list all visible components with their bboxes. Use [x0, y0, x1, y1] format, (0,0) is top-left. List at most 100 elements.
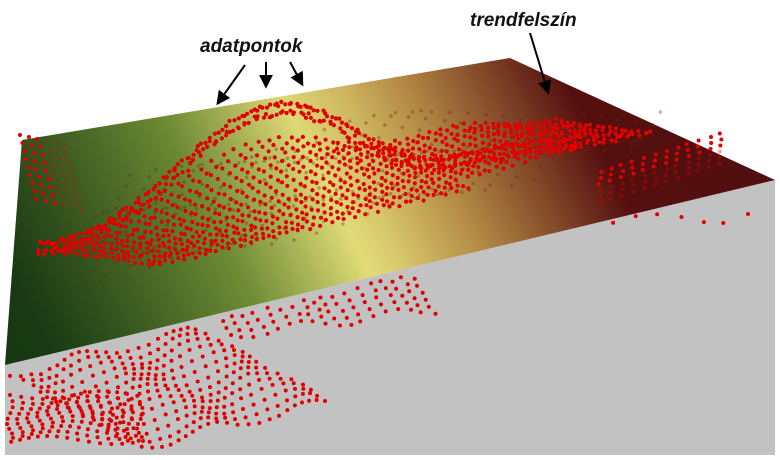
data-point	[154, 201, 158, 205]
data-point	[32, 189, 37, 193]
data-point	[50, 193, 55, 197]
data-point	[203, 331, 208, 336]
data-point	[397, 141, 402, 146]
data-point	[244, 221, 249, 225]
data-point	[172, 236, 177, 241]
data-point	[276, 104, 281, 109]
data-point	[341, 222, 345, 226]
data-point	[598, 188, 603, 192]
data-point	[185, 239, 190, 244]
data-point	[38, 430, 43, 435]
data-point	[56, 187, 61, 191]
data-point	[380, 141, 385, 146]
data-point	[80, 247, 85, 252]
data-point	[197, 192, 202, 197]
data-point	[89, 235, 94, 240]
data-point	[149, 238, 154, 243]
data-point	[199, 409, 204, 414]
data-point	[54, 373, 59, 378]
data-point	[423, 180, 429, 185]
data-point	[53, 390, 57, 395]
data-point	[290, 226, 295, 231]
data-point	[189, 359, 194, 364]
data-point	[497, 152, 502, 157]
data-point	[244, 175, 249, 179]
data-point	[146, 189, 151, 194]
data-point	[229, 333, 234, 337]
data-point	[315, 157, 320, 161]
data-point	[286, 205, 291, 210]
data-point	[317, 186, 321, 190]
data-point	[240, 354, 245, 359]
data-point	[249, 392, 253, 397]
data-point	[136, 195, 141, 201]
data-point	[184, 424, 189, 429]
data-point	[219, 161, 223, 166]
data-point	[177, 333, 182, 338]
data-point	[206, 415, 211, 420]
data-point	[232, 348, 236, 352]
data-point	[213, 238, 218, 243]
data-point	[364, 121, 368, 125]
data-point	[371, 145, 377, 151]
data-point	[49, 155, 54, 159]
data-point	[426, 304, 431, 309]
data-point	[323, 155, 328, 160]
data-point	[55, 407, 60, 411]
data-point	[177, 216, 182, 222]
data-point	[141, 187, 146, 191]
data-point	[86, 253, 91, 258]
data-point	[179, 231, 184, 236]
data-point	[588, 122, 593, 127]
data-point	[302, 184, 307, 189]
data-point	[315, 108, 320, 113]
data-point	[211, 350, 216, 355]
data-point	[200, 395, 204, 400]
data-point	[542, 147, 548, 152]
data-point	[180, 170, 185, 175]
data-point	[458, 152, 464, 157]
data-point	[20, 430, 25, 435]
data-point	[55, 179, 60, 183]
data-point	[224, 133, 229, 138]
data-point	[104, 232, 110, 237]
data-point	[222, 152, 227, 157]
data-point	[364, 143, 369, 149]
data-point	[192, 404, 197, 409]
data-point	[156, 347, 161, 352]
data-point	[93, 384, 98, 389]
data-point	[342, 156, 347, 161]
data-point	[39, 385, 44, 390]
data-point	[372, 171, 377, 176]
data-point	[373, 288, 378, 293]
data-point	[293, 386, 297, 391]
data-point	[686, 154, 691, 158]
data-point	[293, 194, 297, 198]
data-point	[269, 195, 274, 200]
data-point	[108, 216, 113, 221]
data-point	[362, 172, 367, 177]
data-point	[245, 205, 251, 210]
data-point	[687, 166, 692, 170]
data-point	[337, 323, 342, 328]
data-point	[606, 132, 611, 137]
data-point	[655, 212, 660, 217]
data-point	[218, 219, 223, 224]
data-point	[291, 177, 296, 182]
data-point	[80, 380, 85, 384]
data-point	[239, 396, 244, 401]
data-point	[312, 300, 317, 305]
data-point	[602, 148, 606, 153]
data-point	[178, 354, 182, 359]
data-point	[418, 165, 423, 170]
data-point	[109, 359, 114, 364]
data-point	[278, 376, 283, 381]
data-point	[244, 194, 249, 199]
data-point	[176, 417, 180, 422]
data-point	[147, 175, 151, 179]
data-point	[467, 128, 472, 133]
data-point	[232, 353, 237, 358]
data-point	[376, 143, 381, 148]
data-point	[510, 145, 515, 150]
data-point	[269, 211, 274, 216]
